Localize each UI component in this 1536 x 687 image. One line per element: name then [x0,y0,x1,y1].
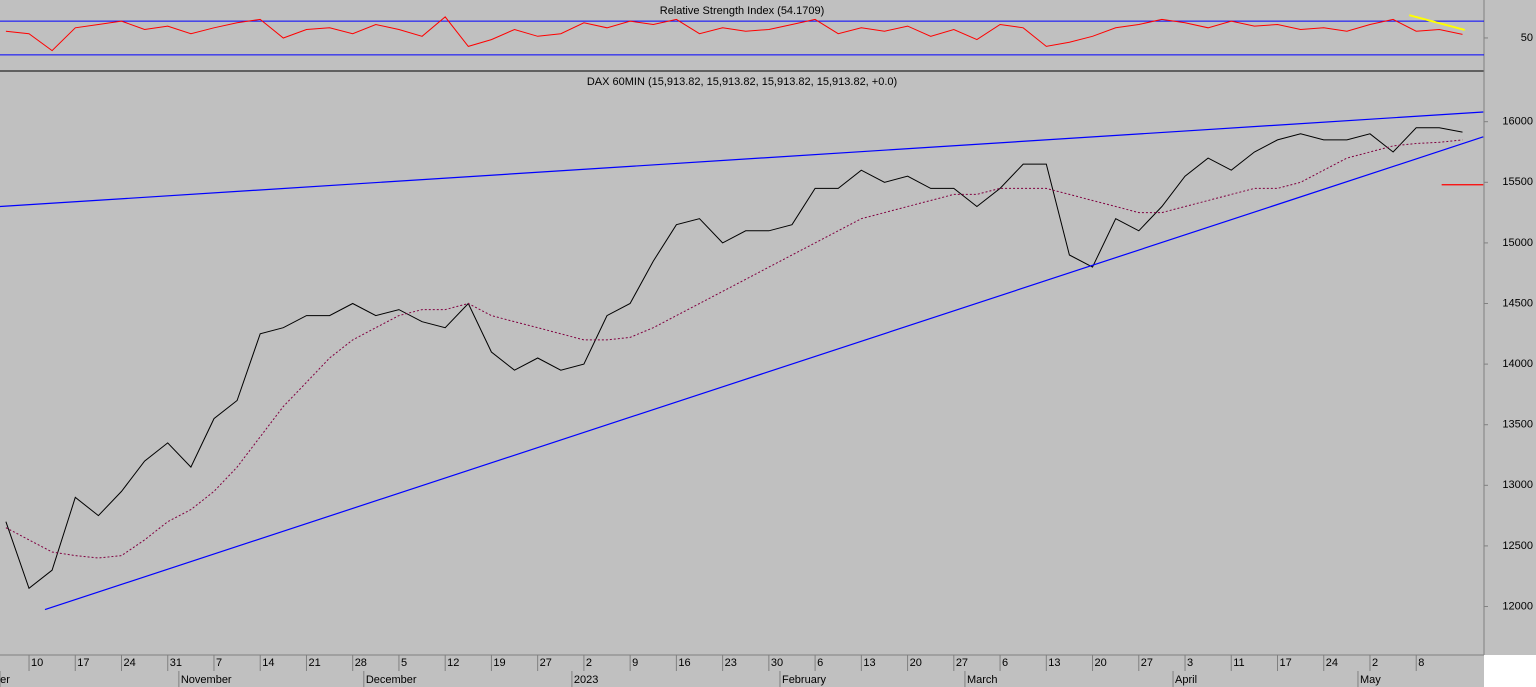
x-tick-label: 9 [632,657,638,669]
x-tick-label: 27 [540,657,552,669]
x-tick-label: 28 [355,657,367,669]
month-label: May [1360,674,1381,686]
x-tick-label: 2 [1372,657,1378,669]
month-label: December [366,674,417,686]
x-tick-label: 12 [447,657,459,669]
x-tick-label: 21 [308,657,320,669]
trendline [1409,14,1466,31]
x-tick-label: 11 [1233,657,1244,669]
x-tick-label: 24 [1326,657,1338,669]
trendline [44,136,1484,611]
x-tick-label: 17 [77,657,89,669]
month-label: 2023 [574,674,598,686]
x-tick-label: 20 [1095,657,1107,669]
corner [1484,655,1536,687]
x-tick-label: 31 [170,657,182,669]
x-tick-label: 6 [1002,657,1008,669]
x-tick-label: 3 [1187,657,1193,669]
x-tick-label: 16 [678,657,690,669]
month-label: February [782,674,827,686]
x-tick-label: 5 [401,657,407,669]
month-label: November [181,674,232,686]
x-tick-label: 27 [1141,657,1153,669]
y-tick-label: 16000 [1502,116,1533,128]
series-line [5,127,1463,590]
series-line [5,139,1463,559]
x-tick-label: 20 [910,657,922,669]
rsi-title: Relative Strength Index (54.1709) [660,5,825,17]
y-tick-label: 15000 [1502,237,1533,249]
x-tick-label: 14 [262,657,274,669]
x-tick-label: 17 [1280,657,1292,669]
y-tick-label: 50 [1521,32,1533,44]
series-line [5,16,1463,52]
x-tick-label: 19 [493,657,505,669]
x-tick-label: 8 [1418,657,1424,669]
y-tick-label: 12500 [1502,540,1533,552]
x-tick-label: 6 [817,657,823,669]
x-tick-label: 13 [863,657,875,669]
y-tick-label: 14500 [1502,297,1533,309]
x-tick-label: 13 [1048,657,1060,669]
month-label: April [1175,674,1197,686]
y-tick-label: 14000 [1502,358,1533,370]
x-tick-label: 23 [725,657,737,669]
x-tick-label: 10 [31,657,43,669]
month-label: March [967,674,998,686]
y-tick-label: 12000 [1502,600,1533,612]
x-tick-label: 2 [586,657,592,669]
x-tick-label: 24 [124,657,136,669]
x-tick-label: 7 [216,657,222,669]
trendline [0,111,1484,208]
x-tick-label: 30 [771,657,783,669]
x-tick-label: 27 [956,657,968,669]
price-title: DAX 60MIN (15,913.82, 15,913.82, 15,913.… [587,76,897,88]
y-tick-label: 13500 [1502,419,1533,431]
month-label: ber [0,674,10,686]
y-tick-label: 15500 [1502,176,1533,188]
y-tick-label: 13000 [1502,479,1533,491]
